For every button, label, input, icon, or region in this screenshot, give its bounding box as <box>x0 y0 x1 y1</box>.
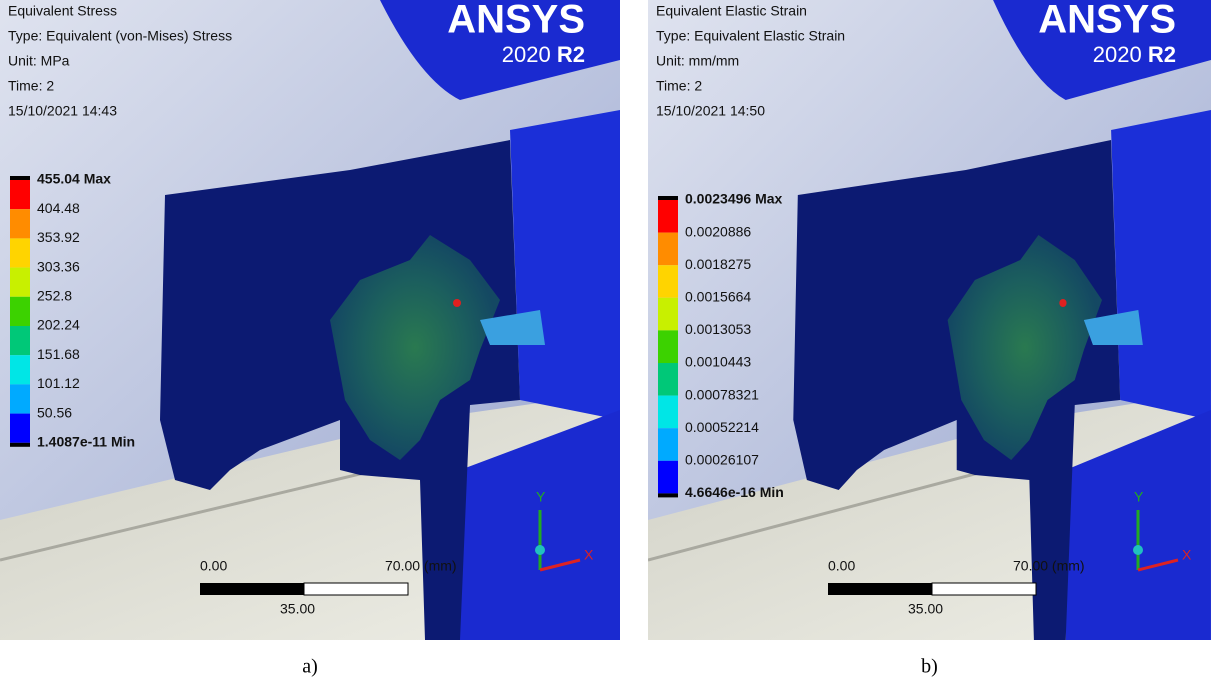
legend-cap <box>10 176 30 180</box>
model <box>648 0 1211 640</box>
legend-label: 202.24 <box>37 317 80 333</box>
scale-right: 70.00 (mm) <box>1013 558 1085 574</box>
model-view <box>648 0 1211 640</box>
header-line: Type: Equivalent (von-Mises) Stress <box>8 28 232 44</box>
axis-z <box>1133 545 1143 555</box>
legend-band <box>10 238 30 267</box>
legend-band <box>10 268 30 297</box>
scale-middle: 35.00 <box>908 601 943 617</box>
brand-version: 2020 R2 <box>502 42 585 67</box>
legend-band <box>10 180 30 209</box>
axis-y-label: Y <box>1134 489 1144 505</box>
header-line: Equivalent Stress <box>8 3 117 19</box>
header-line: Time: 2 <box>656 78 702 94</box>
brand-name: ANSYS <box>1038 0 1176 42</box>
scale-middle: 35.00 <box>280 601 315 617</box>
legend-label: 0.00078321 <box>685 386 759 402</box>
legend-band <box>658 233 678 266</box>
legend-label: 1.4087e-11 Min <box>37 434 135 450</box>
scale-white <box>932 583 1036 595</box>
legend-label: 151.68 <box>37 346 80 362</box>
header-line: Unit: MPa <box>8 53 70 69</box>
legend-label: 353.92 <box>37 229 80 245</box>
legend-label: 0.0023496 Max <box>685 191 783 207</box>
brand-release: R2 <box>557 42 585 67</box>
legend-label: 303.36 <box>37 258 80 274</box>
legend-band <box>658 396 678 429</box>
axis-z <box>535 545 545 555</box>
header-line: Equivalent Elastic Strain <box>656 3 807 19</box>
header-line: Unit: mm/mm <box>656 53 739 69</box>
legend-label: 0.00026107 <box>685 452 759 468</box>
legend-cap <box>658 493 678 497</box>
scale-black <box>828 583 932 595</box>
legend-band <box>658 428 678 461</box>
legend-band <box>658 265 678 298</box>
legend-label: 0.0018275 <box>685 256 751 272</box>
legend-label: 0.0013053 <box>685 321 751 337</box>
legend-label: 4.6646e-16 Min <box>685 484 784 500</box>
brand-year: 2020 <box>502 42 551 67</box>
panel: Equivalent Elastic Strain Type: Equivalen… <box>648 0 1211 678</box>
legend-band <box>10 384 30 413</box>
legend-label: 101.12 <box>37 375 80 391</box>
legend-band <box>10 209 30 238</box>
right-block <box>1111 110 1211 420</box>
legend-band <box>10 414 30 443</box>
legend-label: 0.0010443 <box>685 354 751 370</box>
right-block <box>510 110 620 420</box>
legend-label: 50.56 <box>37 404 72 420</box>
legend-label: 0.0015664 <box>685 289 751 305</box>
header-line: 15/10/2021 14:50 <box>656 103 765 119</box>
legend-band <box>10 326 30 355</box>
brand-version: 2020 R2 <box>1093 42 1176 67</box>
legend-band <box>658 363 678 396</box>
header-line: Type: Equivalent Elastic Strain <box>656 28 845 44</box>
probe <box>453 299 461 307</box>
figure: Equivalent Stress Type: Equivalent (von-M… <box>0 0 1211 695</box>
brand-year: 2020 <box>1093 42 1142 67</box>
legend-label: 455.04 Max <box>37 171 111 187</box>
scale-white <box>304 583 408 595</box>
caption: a) <box>302 656 318 678</box>
model-view <box>0 0 700 640</box>
header-line: Time: 2 <box>8 78 54 94</box>
caption: b) <box>921 656 938 678</box>
brand-name: ANSYS <box>447 0 585 42</box>
scale-left: 0.00 <box>828 558 855 574</box>
legend-label: 404.48 <box>37 200 80 216</box>
legend-cap <box>10 443 30 447</box>
legend-label: 252.8 <box>37 288 72 304</box>
axis-y-label: Y <box>536 489 546 505</box>
legend-band <box>10 297 30 326</box>
scale-black <box>200 583 304 595</box>
scale-left: 0.00 <box>200 558 227 574</box>
brand-release: R2 <box>1148 42 1176 67</box>
legend-band <box>658 461 678 494</box>
header-line: 15/10/2021 14:43 <box>8 103 117 119</box>
axis-x-label: X <box>1182 547 1192 563</box>
legend-band <box>658 298 678 331</box>
legend-band <box>658 330 678 363</box>
scale-right: 70.00 (mm) <box>385 558 457 574</box>
model <box>0 0 700 640</box>
legend-label: 0.0020886 <box>685 223 751 239</box>
panel: Equivalent Stress Type: Equivalent (von-M… <box>0 0 700 678</box>
axis-x-label: X <box>584 547 594 563</box>
legend-band <box>10 355 30 384</box>
legend-band <box>658 200 678 233</box>
probe <box>1059 299 1066 307</box>
legend-label: 0.00052214 <box>685 419 759 435</box>
legend-cap <box>658 196 678 200</box>
